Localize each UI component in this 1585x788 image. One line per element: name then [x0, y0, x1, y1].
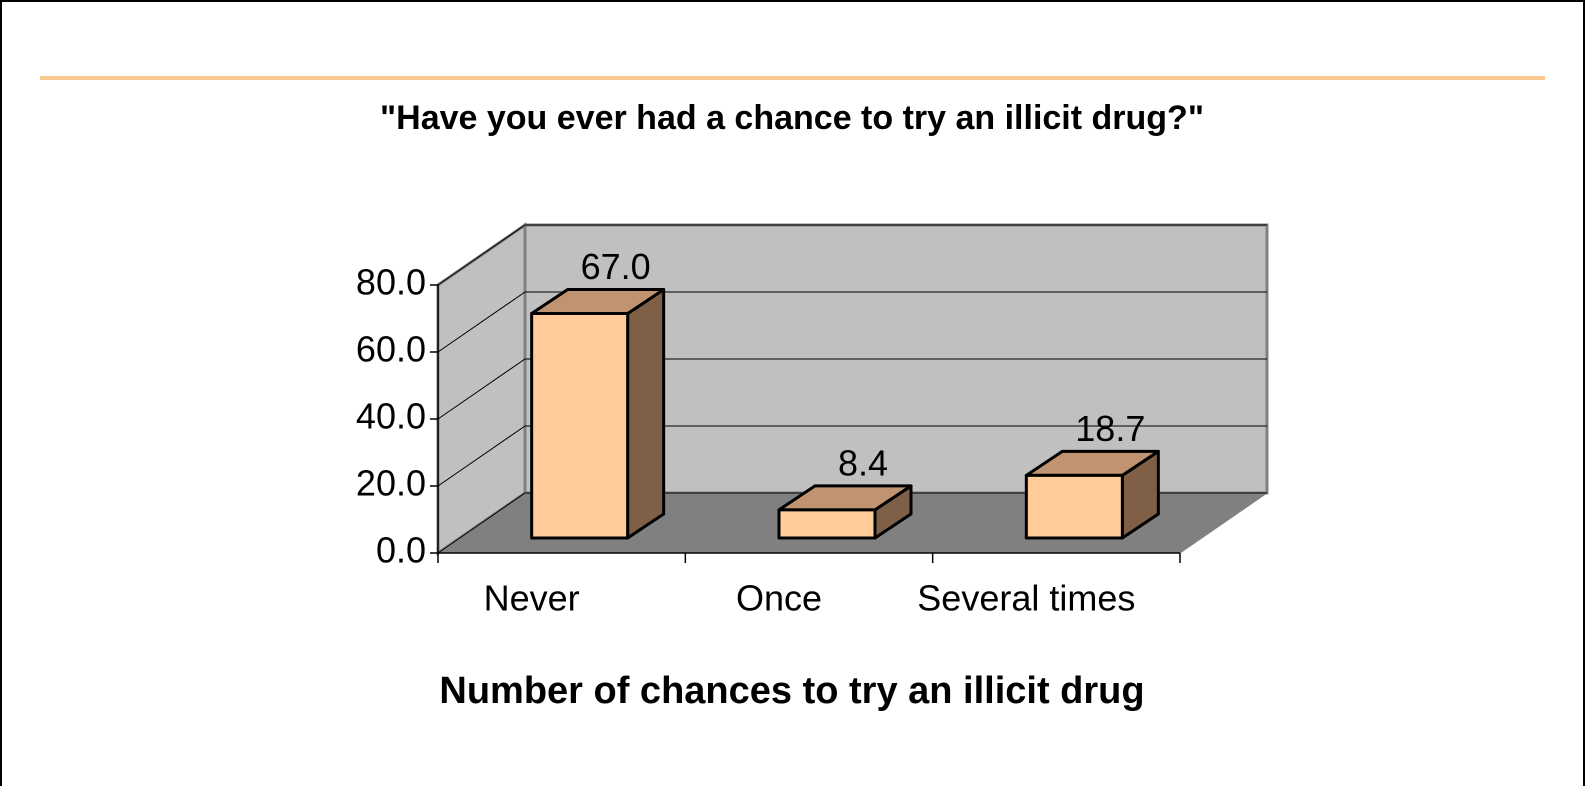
grid-line — [437, 425, 1267, 487]
bar-side — [626, 288, 666, 540]
value-label: 18.7 — [1075, 408, 1145, 449]
bar — [530, 288, 666, 540]
grid-line — [437, 358, 1267, 420]
y-tick-label: 40.0 — [356, 396, 426, 437]
y-tick-label: 80.0 — [356, 262, 426, 303]
grid-line — [437, 291, 1267, 353]
x-tick-label: Several times — [917, 578, 1135, 619]
bar-front — [777, 508, 877, 540]
x-axis-label: Number of chances to try an illicit drug — [439, 670, 1145, 712]
y-tick-label: 60.0 — [356, 329, 426, 370]
grid-line — [437, 224, 1267, 286]
y-tick-label: 20.0 — [356, 463, 426, 504]
chart-title: "Have you ever had a chance to try an il… — [380, 99, 1204, 137]
x-tick-label: Once — [736, 578, 822, 619]
bar — [1024, 449, 1160, 540]
bar — [777, 484, 913, 540]
bar-front — [530, 312, 630, 540]
value-label: 8.4 — [838, 442, 888, 483]
value-label: 67.0 — [581, 246, 651, 287]
x-tick-label: Never — [484, 578, 580, 619]
grid-line — [437, 492, 1267, 554]
bar-front — [1024, 473, 1124, 540]
y-tick-label: 0.0 — [376, 530, 426, 571]
